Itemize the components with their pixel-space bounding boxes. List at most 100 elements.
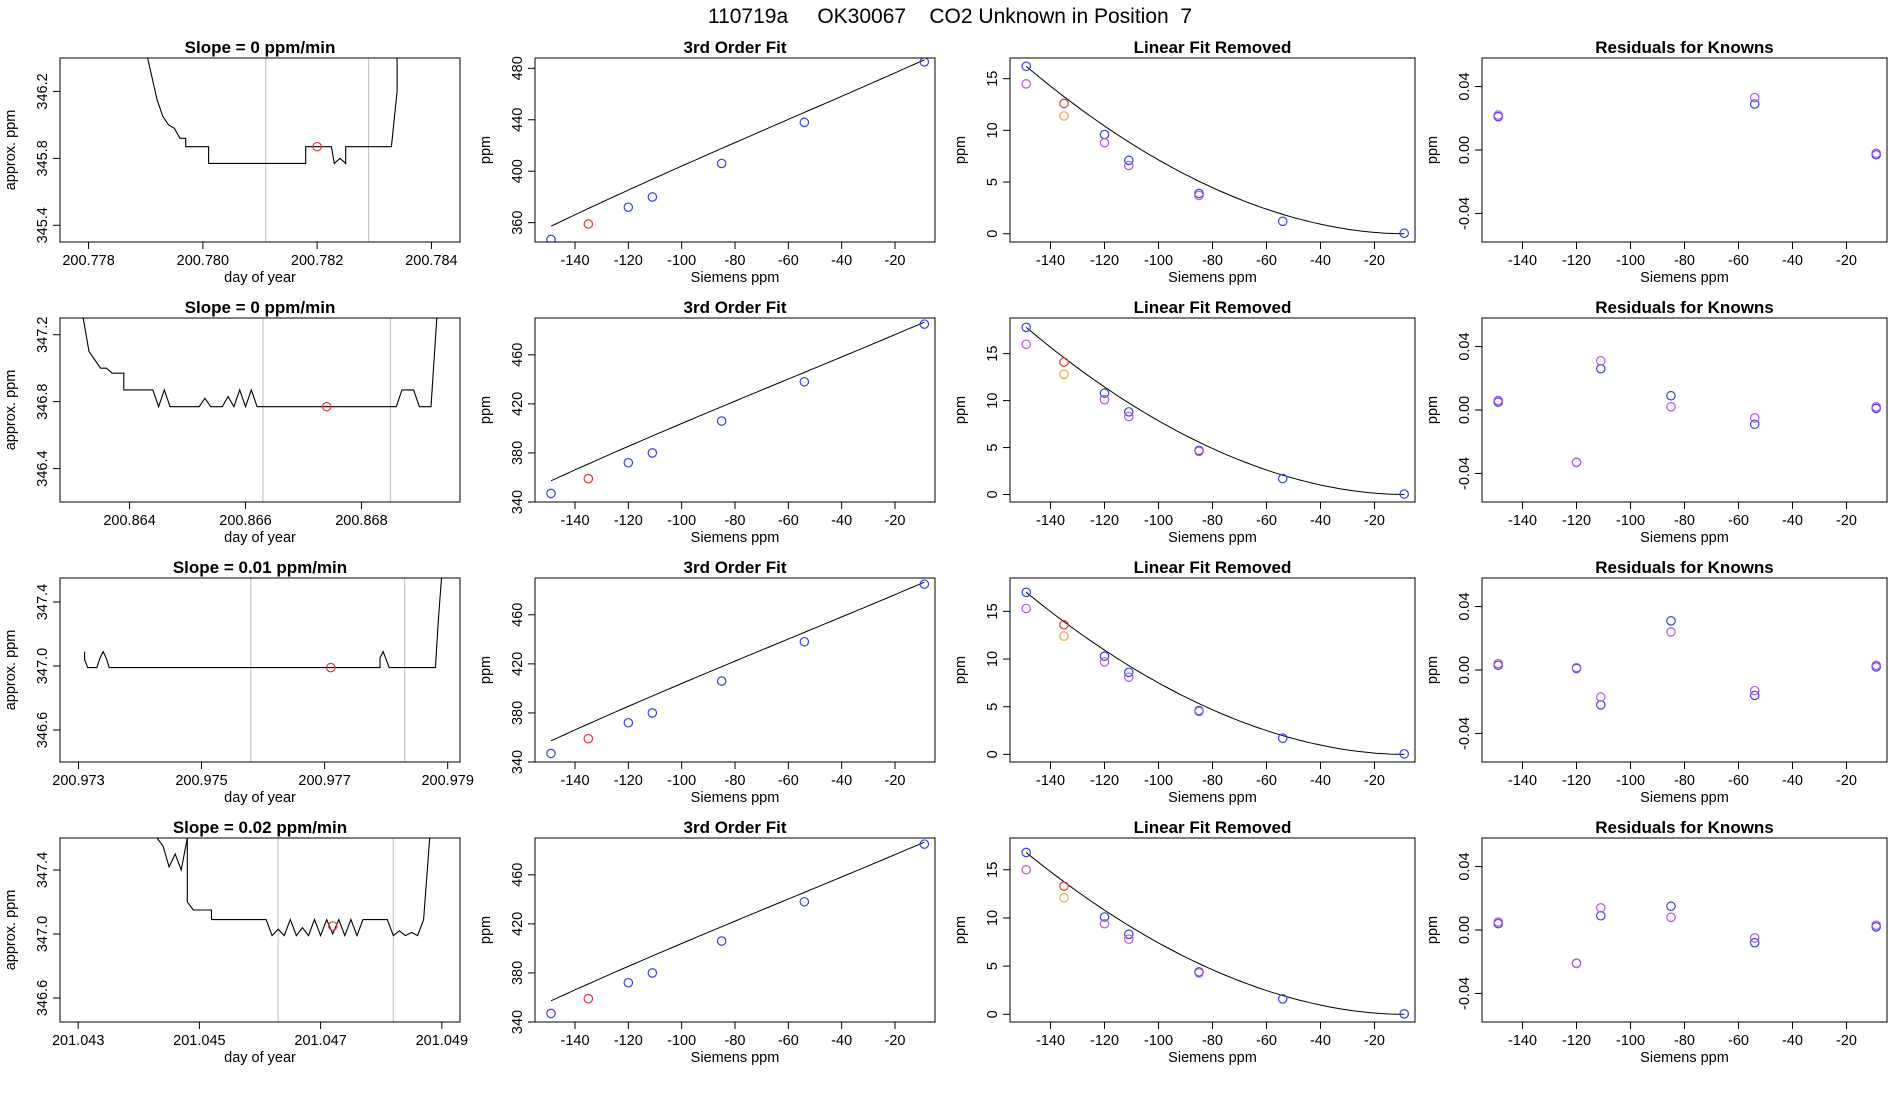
x-tick-label: -100 [1144,253,1173,269]
data-point [1749,99,1760,109]
data-point [1571,958,1582,969]
data-point [1124,667,1134,678]
data-point [716,416,727,426]
data-point [1493,658,1503,669]
plot-area [546,58,930,242]
data-point [583,219,594,229]
panel-r2-c3: Linear Fit Removed -140 -120 -100 -80 -60 -40 -… [953,298,1416,546]
y-tick-label: 5 [985,178,1001,186]
y-tick-label: -0.04 [1457,977,1473,1010]
x-axis-label: Siemens ppm [691,1050,780,1066]
data-point [583,473,594,484]
y-tick-label: 10 [985,122,1001,138]
data-point [1124,934,1134,944]
y-tick-label: 346.8 [35,383,51,419]
data-point [1059,111,1069,121]
x-tick-label: -40 [831,253,852,269]
data-point [623,717,634,728]
data-point [1124,411,1134,422]
data-point [1021,603,1031,614]
panel-r3-c3: Linear Fit Removed -140 -120 -100 -80 -60 -40 -… [953,558,1416,806]
panel-title: Slope = 0 ppm/min [185,298,336,317]
y-tick-label: 15 [985,862,1001,878]
fit-curve [550,59,925,227]
x-tick-label: -140 [1508,773,1537,789]
y-tick-label: 15 [985,71,1001,87]
data-point [1099,918,1110,929]
x-tick-label: -140 [560,1033,589,1049]
data-point [1399,228,1409,239]
y-axis-label: ppm [478,136,494,164]
data-point [1059,357,1069,367]
plot-area [82,318,438,502]
y-tick-label: 0 [985,490,1001,498]
plot-frame [1481,837,1888,1023]
x-tick-label: -40 [831,773,852,789]
x-tick-label: -100 [667,253,696,269]
x-tick-label: -60 [778,513,799,529]
plot-frame [59,317,461,503]
panel-r4-c2: 3rd Order Fit -140 -120 -100 -80 -60 -40 -20 340… [478,818,936,1066]
y-tick-label: 360 [510,211,526,235]
panel-r2-c4: Residuals for Knowns -140 -120 -100 -80 -60 -4… [1425,298,1888,546]
x-tick-label: -40 [1782,773,1803,789]
y-tick-label: 460 [510,603,526,627]
data-point [799,896,810,907]
plot-frame [1009,57,1416,243]
y-tick-label: 460 [510,343,526,367]
x-tick-label: -80 [725,253,746,269]
x-tick-label: -80 [1202,253,1223,269]
fit-curve [1025,591,1405,755]
panel-r1-c1: Slope = 0 ppm/min 200.778 200.780 200.782 20… [3,38,461,286]
y-axis-label: ppm [478,396,494,424]
plot-frame [534,57,936,243]
data-point [1194,968,1204,978]
y-tick-label: 0.04 [1457,72,1473,100]
x-tick-label: -60 [778,773,799,789]
plot-area [1021,61,1409,239]
x-axis-label: day of year [224,530,296,546]
plot-area [546,319,930,499]
x-tick-label: -80 [1202,1033,1223,1049]
data-point [919,319,930,329]
y-tick-label: 0.00 [1457,656,1473,684]
data-point [1493,395,1503,406]
data-point [1277,216,1288,227]
y-tick-label: 15 [985,346,1001,362]
fit-curve [550,841,925,1002]
data-point [1871,660,1881,671]
y-axis-label: ppm [1425,656,1441,684]
data-point [546,488,556,499]
x-tick-label: -120 [1562,1033,1591,1049]
x-tick-label: -140 [1036,513,1065,529]
data-point [1399,749,1409,759]
plot-area [84,578,443,762]
plot-area [1021,847,1409,1019]
data-point [1099,394,1110,405]
x-tick-label: -140 [560,253,589,269]
data-point [1871,148,1881,158]
panel-r3-c4: Residuals for Knowns -140 -120 -100 -80 -60 -4… [1425,558,1888,806]
data-point [1571,457,1582,468]
x-tick-label: -60 [1256,253,1277,269]
x-tick-label: -40 [1782,253,1803,269]
data-point [1021,79,1031,89]
y-tick-label: 340 [510,490,526,514]
fit-curve [1025,327,1405,495]
data-point [716,676,727,686]
data-point [1596,902,1606,913]
data-point [1571,662,1582,673]
x-tick-label: -120 [1090,773,1119,789]
x-tick-label: -120 [614,513,643,529]
panel-r1-c3: Linear Fit Removed -140 -120 -100 -80 -60 -40 -… [953,38,1416,286]
y-axis-label: approx. ppm [3,110,19,191]
plot-frame [1481,577,1888,763]
x-axis-label: day of year [224,270,296,286]
data-point [1194,446,1204,457]
plot-area [1493,901,1881,969]
y-tick-label: 400 [510,159,526,183]
y-tick-label: 0.00 [1457,916,1473,944]
data-point [1124,155,1134,166]
panel-title: 3rd Order Fit [684,818,787,837]
